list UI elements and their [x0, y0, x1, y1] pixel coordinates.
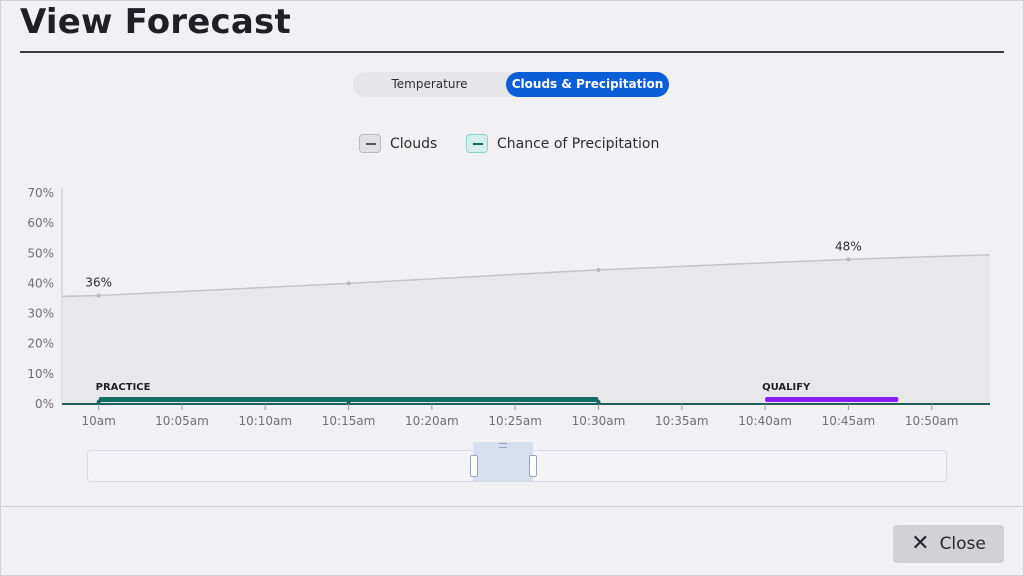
clouds-point [596, 267, 601, 272]
x-tick-label: 10:45am [822, 414, 876, 428]
x-tick-label: 10:20am [405, 414, 459, 428]
clouds-data-label: 48% [835, 239, 862, 253]
session-label: PRACTICE [96, 382, 151, 393]
view-toggle: Temperature Clouds & Precipitation [353, 72, 669, 97]
navigator-window[interactable] [473, 442, 533, 481]
clouds-area [62, 254, 990, 404]
clouds-point [96, 293, 101, 298]
clouds-point [846, 257, 851, 262]
x-tick-label: 10am [81, 414, 115, 428]
navigator-handle-right[interactable] [529, 455, 537, 477]
precipitation-point [346, 400, 351, 404]
forecast-chart: 70% 60% 50% 40% 30% 20% 10% 0% 36% 48% 10am 10:05am… [27, 186, 991, 428]
close-icon: ✕ [911, 531, 930, 556]
session-bar [98, 397, 599, 402]
x-tick-label: 10:30am [572, 414, 626, 428]
y-tick-label: 30% [27, 307, 54, 321]
minus-icon [466, 134, 488, 153]
legend-item-clouds[interactable]: Clouds [359, 133, 437, 154]
y-tick-label: 60% [27, 216, 54, 230]
legend-label-precipitation: Chance of Precipitation [497, 135, 660, 152]
session-label: QUALIFY [762, 382, 811, 393]
x-tick-label: 10:40am [738, 414, 792, 428]
x-tick-label: 10:05am [155, 414, 209, 428]
precipitation-point [596, 400, 601, 404]
clouds-data-label: 36% [85, 275, 112, 289]
tab-clouds-precipitation[interactable]: Clouds & Precipitation [506, 72, 669, 97]
clouds-line [61, 254, 991, 298]
minus-icon [359, 134, 381, 153]
close-button[interactable]: ✕ Close [893, 525, 1004, 563]
x-tick-label: 10:15am [322, 414, 376, 428]
close-button-label: Close [939, 534, 986, 554]
navigator-handle-left[interactable] [470, 455, 478, 477]
precipitation-point [96, 400, 101, 404]
clouds-point [346, 281, 351, 286]
y-tick-label: 40% [27, 276, 54, 290]
y-tick-label: 50% [27, 246, 54, 260]
session-bar [765, 397, 899, 402]
y-tick-label: 0% [35, 397, 54, 411]
x-tick-label: 10:50am [905, 414, 959, 428]
x-tick-label: 10:10am [238, 414, 292, 428]
tab-temperature[interactable]: Temperature [391, 77, 468, 91]
x-tick-label: 10:25am [488, 414, 542, 428]
title-divider [20, 51, 1004, 53]
x-tick-label: 10:35am [655, 414, 709, 428]
y-tick-label: 20% [27, 337, 54, 351]
legend-label-clouds: Clouds [390, 135, 438, 152]
y-tick-label: 10% [27, 367, 54, 381]
legend-item-precipitation[interactable]: Chance of Precipitation [466, 133, 659, 154]
y-tick-label: 70% [27, 186, 54, 200]
grip-icon[interactable] [499, 443, 507, 448]
page-title: View Forecast [20, 2, 291, 42]
footer-divider [2, 506, 1022, 507]
